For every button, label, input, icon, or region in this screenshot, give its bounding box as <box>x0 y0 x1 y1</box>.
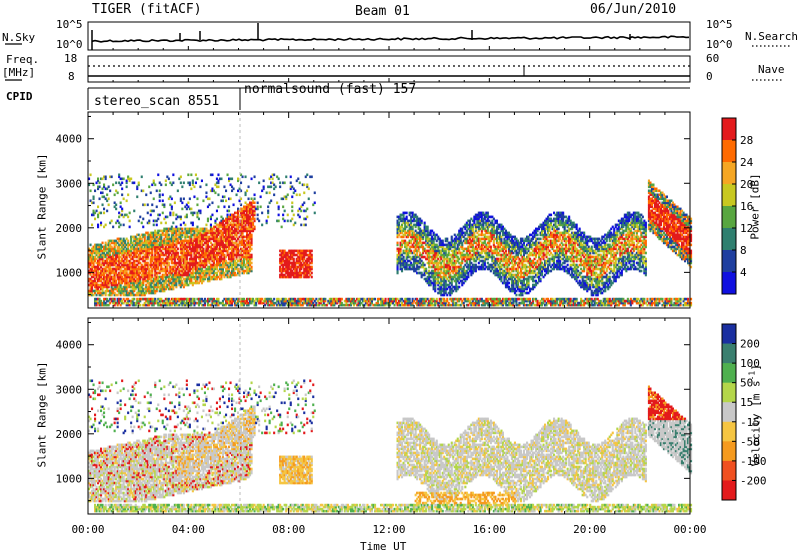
colorbar-tick-label: 4 <box>740 266 747 279</box>
colorbar-tick-label: 20 <box>740 178 753 191</box>
colorbar-swatch <box>722 480 736 501</box>
velocity-colorbar: 200 100 50 15 -15 -50 -100 -200 <box>721 323 767 501</box>
nsearch-tick-low: 10^0 <box>706 38 733 51</box>
colorbar-swatch <box>722 228 736 251</box>
x-tick-label: 16:00 <box>473 523 506 536</box>
station-title: TIGER (fitACF) <box>92 2 202 17</box>
nsearch-tick-high: 10^5 <box>706 18 733 31</box>
freq-label-1: Freq. <box>6 53 40 66</box>
colorbar-tick-label: -15 <box>740 416 760 429</box>
colorbar-swatch <box>722 184 736 207</box>
colorbar-tick-label: 100 <box>740 357 760 370</box>
y-tick-label: 2000 <box>56 428 83 441</box>
colorbar-tick-label: -100 <box>740 455 767 468</box>
colorbar-swatch <box>722 363 736 384</box>
colorbar-tick-label: 24 <box>740 156 754 169</box>
power-cbar-label: Power [dB] <box>748 173 762 240</box>
nsky-tick-high: 10^5 <box>56 18 83 31</box>
colorbar-swatch <box>722 162 736 185</box>
nsky-trace <box>91 35 690 43</box>
colorbar-frame <box>721 323 737 501</box>
nave-label: Nave <box>758 63 785 76</box>
y-tick-label: 3000 <box>56 383 83 396</box>
cpid-label: CPID <box>6 90 33 103</box>
colorbar-swatch <box>722 272 736 295</box>
power-heatmap <box>88 173 693 307</box>
colorbar-swatch <box>722 382 736 403</box>
colorbar-tick-label: 8 <box>740 244 747 257</box>
colorbar-swatch <box>722 140 736 163</box>
x-ticks: 00:00 04:00 08:00 12:00 16:00 20:00 00:00 <box>71 46 707 536</box>
colorbar-swatch <box>722 441 736 462</box>
colorbar-tick-label: 15 <box>740 396 753 409</box>
power-colorbar: 28 24 20 16 12 8 4 <box>721 117 754 295</box>
colorbar-tick-label: 28 <box>740 134 753 147</box>
y-tick-label: 1000 <box>56 472 83 485</box>
x-tick-label: 20:00 <box>573 523 606 536</box>
nave-tick-high: 60 <box>706 52 720 65</box>
colorbar-swatch <box>722 343 736 364</box>
freq-label-2: [MHz] <box>2 66 36 79</box>
nsky-tick-low: 10^0 <box>56 38 83 51</box>
y-tick-label: 4000 <box>56 339 83 352</box>
x-tick-label: 00:00 <box>71 523 104 536</box>
colorbar-swatch <box>722 118 736 141</box>
nsearch-label: N.Search <box>745 30 798 43</box>
y-tick-label: 4000 <box>56 133 83 146</box>
nave-tick-low: 0 <box>706 70 713 83</box>
power-ylabel: Slant Range [km] <box>35 153 49 260</box>
top-strips <box>5 21 790 110</box>
freq-tick-low: 8 <box>68 70 75 83</box>
nsky-spikes <box>91 23 631 50</box>
velocity-cbar-label: Velocity [m s-1] <box>747 364 763 467</box>
colorbar-swatch <box>722 402 736 423</box>
y-tick-label: 3000 <box>56 177 83 190</box>
x-tick-label: 08:00 <box>272 523 305 536</box>
y-tick-label: 1000 <box>56 266 83 279</box>
cpid-mode-1: stereo_scan 8551 <box>94 94 220 109</box>
velocity-ylabel: Slant Range [km] <box>35 361 49 468</box>
colorbar-tick-label: 16 <box>740 200 753 213</box>
colorbar-tick-label: 50 <box>740 377 753 390</box>
colorbar-tick-label: 12 <box>740 222 753 235</box>
colorbar-tick-label: -200 <box>740 474 767 487</box>
nsky-label: N.Sky <box>2 31 36 44</box>
colorbar-swatch <box>722 324 736 345</box>
x-axis-title: Time UT <box>360 540 407 553</box>
x-tick-label: 04:00 <box>172 523 205 536</box>
velocity-heatmap <box>88 379 693 513</box>
beam-title: Beam 01 <box>355 4 410 19</box>
colorbar-swatch <box>722 250 736 273</box>
colorbar-tick-label: 200 <box>740 338 760 351</box>
velocity-yticks: 1000 2000 3000 4000 <box>56 321 690 502</box>
x-tick-label: 00:00 <box>673 523 706 536</box>
freq-tick-high: 18 <box>64 52 78 65</box>
x-tick-label: 12:00 <box>372 523 405 536</box>
colorbar-swatch <box>722 206 736 229</box>
cpid-mode-2: normalsound (fast) 157 <box>244 82 417 97</box>
y-tick-label: 2000 <box>56 222 83 235</box>
colorbar-tick-label: -50 <box>740 435 760 448</box>
colorbar-swatch <box>722 421 736 442</box>
date-title: 06/Jun/2010 <box>590 2 677 17</box>
power-yticks: 1000 2000 3000 4000 <box>56 115 690 296</box>
colorbar-swatch <box>722 460 736 481</box>
